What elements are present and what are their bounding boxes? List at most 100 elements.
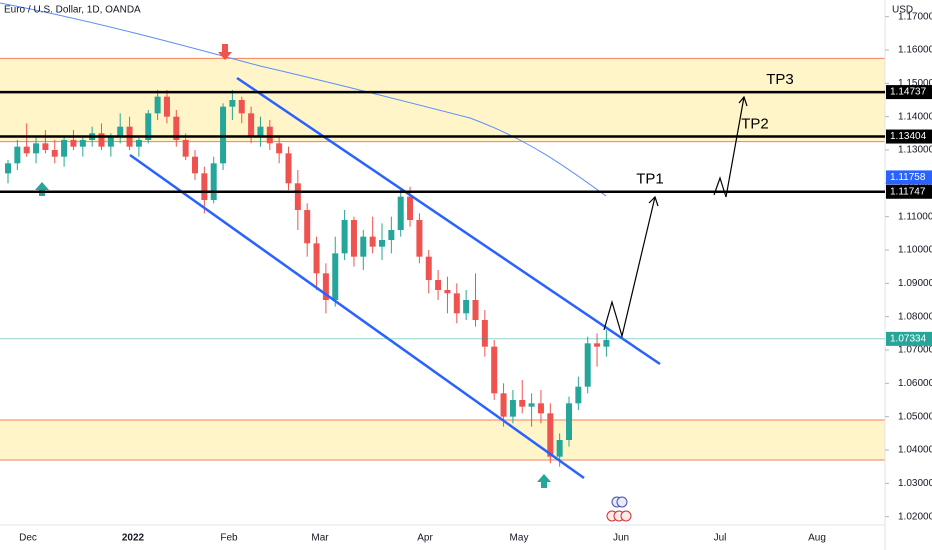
candle-body (135, 140, 142, 147)
candle-body (584, 343, 591, 387)
candle-body (547, 413, 554, 457)
target-label: TP3 (766, 71, 794, 88)
price-label: 1.07334 (890, 334, 927, 345)
candle-body (556, 440, 563, 457)
x-tick-label: Jun (613, 533, 629, 544)
price-tag (886, 170, 932, 185)
candle-body (23, 146, 30, 154)
x-tick-label: 2022 (122, 533, 145, 544)
candle-body (379, 240, 385, 247)
arrow-head (738, 95, 748, 107)
candle-body (603, 340, 610, 347)
candle-body (537, 403, 544, 414)
candle-body (182, 140, 189, 157)
candle-body (472, 300, 479, 320)
candle-body (154, 96, 161, 114)
candle-body (51, 150, 58, 157)
y-tick-label: 1.04000 (898, 445, 932, 456)
candle-body (509, 400, 516, 417)
y-tick-label: 1.17000 (898, 11, 932, 22)
candle-body (566, 403, 572, 440)
candle-body (229, 100, 236, 107)
price-label: 1.11758 (890, 172, 926, 183)
candle-body (257, 126, 264, 137)
candle-body (61, 140, 68, 157)
candle-body (192, 156, 198, 174)
candle-body (397, 196, 404, 230)
candle-body (575, 386, 582, 404)
channel-lower (129, 153, 585, 480)
candle-body (360, 236, 367, 257)
candle-body (33, 143, 40, 154)
candle-body (491, 346, 498, 394)
candle-body (425, 256, 432, 280)
candle-body (481, 320, 488, 347)
candle-body (407, 196, 414, 220)
level-tag (886, 129, 932, 144)
candle-body (14, 146, 21, 164)
y-tick-label: 1.06000 (898, 378, 932, 389)
event-icons (606, 496, 632, 522)
y-tick-label: 1.14000 (898, 111, 932, 122)
y-tick-label: 1.13000 (898, 145, 932, 156)
x-tick-label: Jul (714, 533, 727, 544)
candle-body (210, 163, 217, 200)
x-tick-label: Feb (220, 533, 238, 544)
arrow-head (648, 195, 659, 207)
y-tick-label: 1.15000 (898, 78, 932, 89)
candle-body (248, 113, 255, 137)
projection-arrow (713, 96, 745, 198)
target-label: TP2 (741, 116, 769, 133)
candle-body (388, 230, 395, 240)
x-tick-label: Mar (311, 533, 329, 544)
level-tag (886, 184, 932, 199)
candle-body (369, 236, 376, 247)
y-axis-label: USD (892, 5, 913, 16)
candle-body (435, 280, 442, 290)
y-tick-label: 1.07000 (898, 345, 932, 356)
candle-body (163, 96, 170, 117)
candle-body (416, 220, 423, 257)
candle-body (173, 116, 180, 140)
channel-upper (236, 76, 661, 366)
moving-average (0, 2, 607, 197)
buy-marker (537, 474, 551, 488)
candle-body (5, 163, 11, 174)
candle-body (463, 300, 470, 314)
level-label: 1.11747 (890, 186, 926, 197)
candle-body (79, 140, 86, 147)
candle-body (528, 403, 535, 407)
candle-body (98, 133, 105, 147)
candle-body (238, 100, 245, 114)
level-label: 1.14737 (890, 87, 927, 98)
candle-body (145, 113, 152, 140)
candle-body (70, 140, 77, 147)
level-tag (886, 85, 932, 100)
candle-body (266, 126, 273, 144)
zone (0, 420, 885, 460)
candle-body (332, 253, 339, 300)
x-tick-label: Dec (19, 533, 37, 544)
projection-arrow (603, 196, 656, 339)
level-label: 1.13404 (890, 131, 927, 142)
buy-marker (35, 182, 49, 196)
sell-marker (218, 44, 232, 60)
candle-body (107, 136, 114, 147)
y-tick-label: 1.16000 (898, 45, 932, 56)
candle-body (220, 106, 227, 164)
candle-body (117, 126, 124, 137)
candle-body (285, 153, 292, 184)
y-tick-label: 1.03000 (898, 478, 932, 489)
candle-body (500, 393, 507, 417)
target-label: TP1 (636, 171, 664, 188)
chart-title: Euro / U.S. Dollar, 1D, OANDA (4, 5, 141, 16)
x-tick-label: May (510, 533, 529, 544)
candle-body (519, 400, 526, 407)
candle-body (201, 173, 208, 200)
y-tick-label: 1.09000 (898, 278, 932, 289)
candle-body (341, 220, 348, 254)
candle-body (453, 293, 460, 314)
candle-body (304, 210, 311, 244)
price-tag (886, 331, 932, 346)
